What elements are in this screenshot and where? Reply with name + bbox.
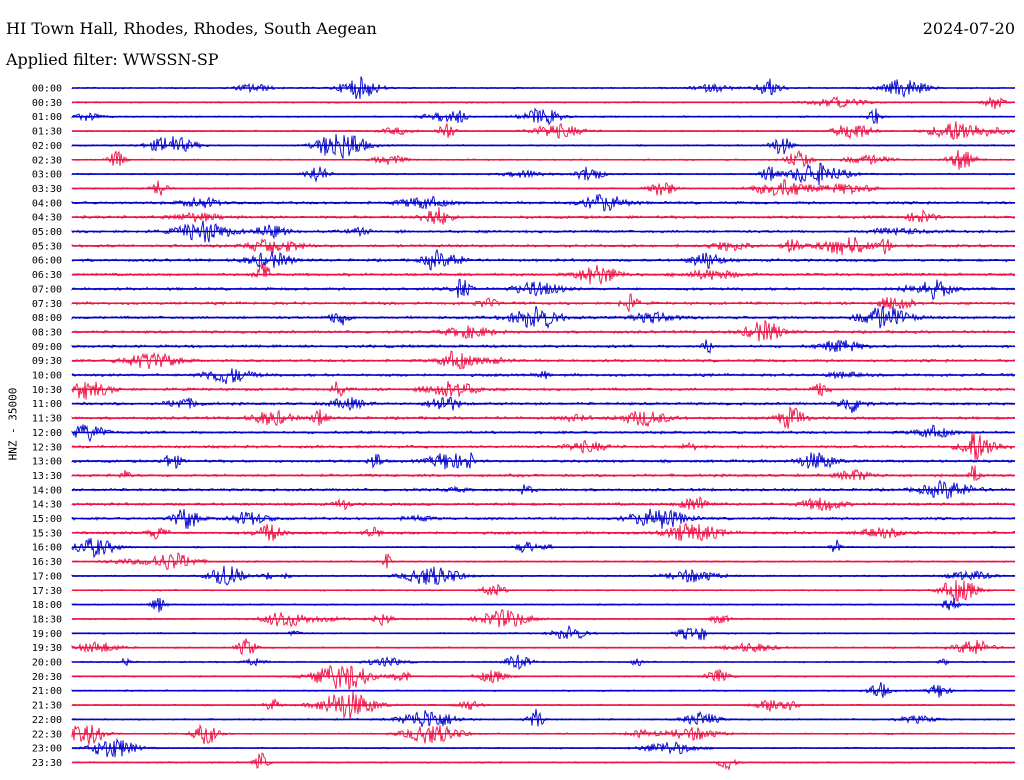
seismic-trace	[71, 207, 1016, 225]
date-label: 2024-07-20	[922, 19, 1015, 38]
row-time-label: 19:00	[32, 629, 62, 640]
row-time-label: 17:30	[32, 586, 62, 597]
row-time-label: 13:30	[32, 471, 62, 482]
row-time-label: 03:30	[32, 184, 62, 195]
row-time-label: 22:30	[32, 729, 62, 740]
row-time-label: 13:00	[32, 457, 62, 468]
seismic-trace	[71, 752, 1016, 771]
row-time-label: 04:00	[32, 198, 62, 209]
row-time-label: 21:30	[32, 701, 62, 712]
row-time-label: 14:30	[32, 500, 62, 511]
row-time-label: 11:30	[32, 414, 62, 425]
row-time-label: 02:30	[32, 155, 62, 166]
seismic-trace	[71, 396, 1016, 414]
seismic-trace	[71, 319, 1016, 342]
row-time-label: 01:30	[32, 127, 62, 138]
seismic-trace	[71, 664, 1016, 691]
seismic-trace	[71, 179, 1016, 197]
seismic-trace	[71, 708, 1016, 727]
row-time-label: 02:00	[32, 141, 62, 152]
row-time-label: 07:00	[32, 284, 62, 295]
seismic-trace	[71, 465, 1016, 481]
row-time-label: 09:30	[32, 356, 62, 367]
row-time-label: 20:00	[32, 658, 62, 669]
station-title: HI Town Hall, Rhodes, Rhodes, South Aege…	[6, 19, 377, 38]
row-time-label: 19:30	[32, 643, 62, 654]
row-time-label: 11:00	[32, 399, 62, 410]
row-time-label: 10:30	[32, 385, 62, 396]
row-time-label: 12:30	[32, 442, 62, 453]
seismic-trace	[71, 723, 1016, 745]
row-time-label: 16:30	[32, 557, 62, 568]
row-time-label: 14:00	[32, 485, 62, 496]
row-time-label: 12:00	[32, 428, 62, 439]
filter-label: Applied filter: WWSSN-SP	[6, 50, 219, 69]
row-time-label: 15:00	[32, 514, 62, 525]
row-time-label: 10:00	[32, 371, 62, 382]
row-time-label: 15:30	[32, 528, 62, 539]
seismic-trace	[71, 95, 1016, 110]
seismic-trace	[71, 133, 1016, 159]
row-time-label: 08:30	[32, 327, 62, 338]
row-time-label: 05:00	[32, 227, 62, 238]
row-time-label: 18:00	[32, 600, 62, 611]
row-time-label: 09:00	[32, 342, 62, 353]
row-time-label: 20:30	[32, 672, 62, 683]
row-time-label: 00:00	[32, 84, 62, 95]
seismic-trace	[71, 381, 1016, 400]
row-time-label: 05:30	[32, 241, 62, 252]
row-time-label: 06:30	[32, 270, 62, 281]
row-time-label: 22:00	[32, 715, 62, 726]
row-time-label: 00:30	[32, 98, 62, 109]
row-time-label: 23:30	[32, 758, 62, 769]
seismic-trace	[71, 431, 1016, 462]
row-time-label: 01:00	[32, 112, 62, 123]
row-time-label: 07:30	[32, 299, 62, 310]
row-time-label: 08:00	[32, 313, 62, 324]
row-time-label: 18:30	[32, 614, 62, 625]
row-time-label: 04:30	[32, 213, 62, 224]
row-time-label: 03:00	[32, 170, 62, 181]
row-time-label: 21:00	[32, 686, 62, 697]
row-time-label: 17:00	[32, 571, 62, 582]
row-time-label: 06:00	[32, 256, 62, 267]
row-time-label: 16:00	[32, 543, 62, 554]
seismic-trace	[71, 368, 1016, 385]
seismic-trace	[71, 638, 1016, 656]
row-time-label: 23:00	[32, 744, 62, 755]
